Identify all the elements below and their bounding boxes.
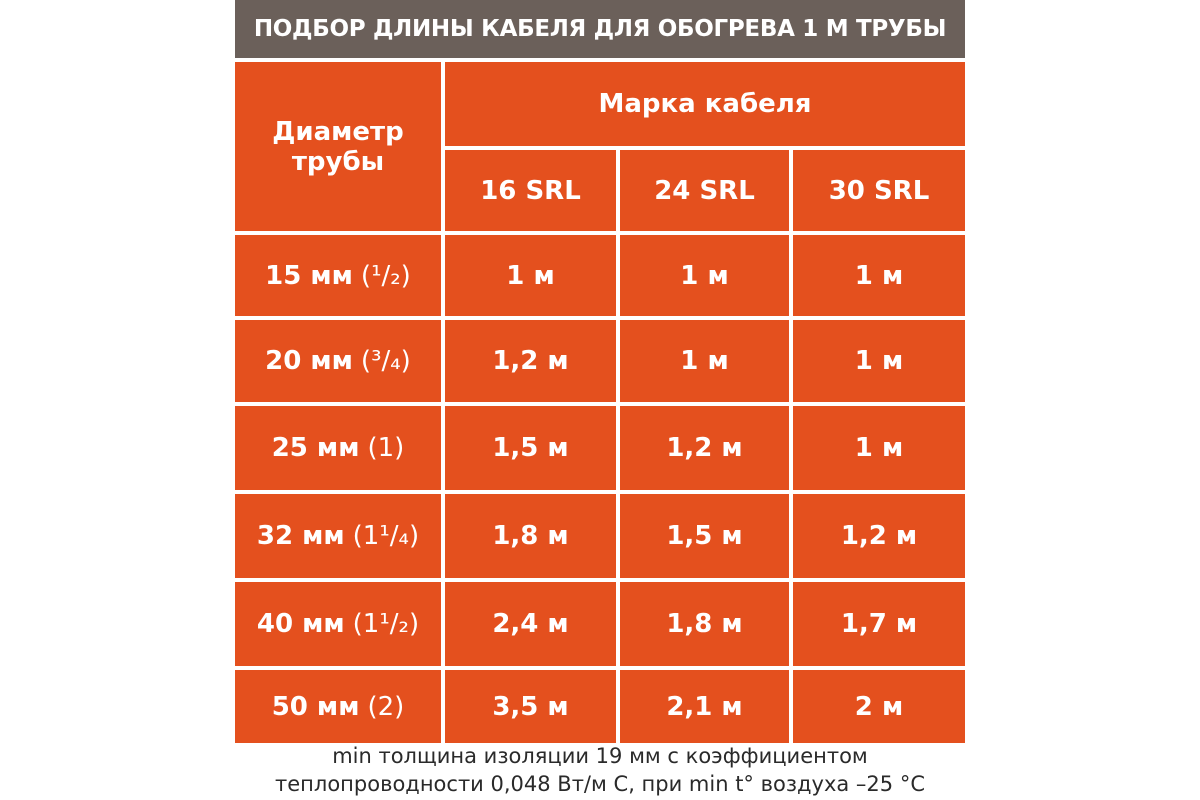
inch-size: (1) — [367, 433, 405, 463]
column-header: 16 SRL — [445, 150, 616, 231]
table: Диаметр трубы Марка кабеля 16 SRL 24 SRL 30 … — [235, 62, 965, 743]
cell: 1 м — [793, 320, 965, 402]
row-label-cell: 32 мм (1¹/₄) — [235, 494, 441, 578]
inch-size: (³/₄) — [360, 346, 411, 376]
cell: 1 м — [620, 235, 789, 316]
cell: 1,2 м — [793, 494, 965, 578]
cell: 1,7 м — [793, 582, 965, 666]
cell: 1 м — [620, 320, 789, 402]
row-header: Диаметр трубы — [235, 62, 441, 231]
footer: min толщина изоляции 19 мм с коэффициент… — [235, 742, 965, 798]
cell: 1,2 м — [445, 320, 616, 402]
cell: 1,8 м — [445, 494, 616, 578]
row-label-cell: 25 мм (1) — [235, 406, 441, 490]
cell: 2,1 м — [620, 670, 789, 743]
footer-line: min толщина изоляции 19 мм с коэффициент… — [332, 744, 868, 768]
footer-line: теплопроводности 0,048 Вт/м С, при min t… — [275, 772, 925, 796]
diameter: 25 мм — [271, 433, 360, 463]
cell: 1,2 м — [620, 406, 789, 490]
diameter: 32 мм — [256, 521, 345, 551]
cell: 1,8 м — [620, 582, 789, 666]
group-header: Марка кабеля — [445, 62, 965, 146]
diameter: 15 мм — [265, 260, 353, 291]
inch-size: (1¹/₂) — [352, 609, 420, 639]
cell: 1 м — [793, 406, 965, 490]
cell: 3,5 м — [445, 670, 616, 743]
diameter: 40 мм — [256, 609, 345, 639]
diameter: 20 мм — [265, 346, 353, 376]
inch-size: (¹/₂) — [360, 260, 411, 291]
row-label-cell: 20 мм (³/₄) — [235, 320, 441, 402]
cell: 1,5 м — [620, 494, 789, 578]
row-label-cell: 15 мм (¹/₂) — [235, 235, 441, 316]
title: ПОДБОР ДЛИНЫ КАБЕЛЯ ДЛЯ ОБОГРЕВА 1 М ТРУ… — [235, 0, 965, 58]
cell: 1 м — [445, 235, 616, 316]
cell: 1,5 м — [445, 406, 616, 490]
row-label-cell: 40 мм (1¹/₂) — [235, 582, 441, 666]
column-header: 30 SRL — [793, 150, 965, 231]
cell: 2,4 м — [445, 582, 616, 666]
diameter: 50 мм — [271, 691, 360, 722]
inch-size: (2) — [367, 691, 405, 722]
cell: 2 м — [793, 670, 965, 743]
column-header: 24 SRL — [620, 150, 789, 231]
inch-size: (1¹/₄) — [352, 521, 420, 551]
cell: 1 м — [793, 235, 965, 316]
row-label-cell: 50 мм (2) — [235, 670, 441, 743]
